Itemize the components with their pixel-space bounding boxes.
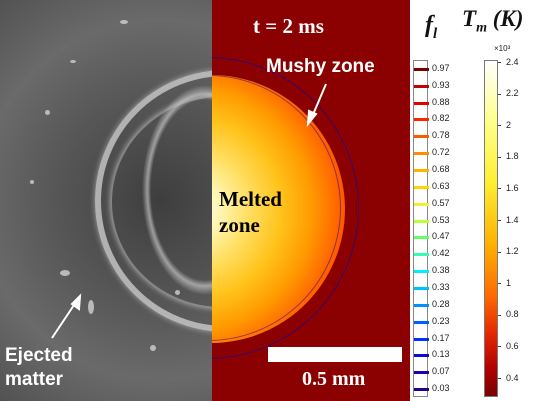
- temperature-tick-label: 1.6: [506, 182, 519, 193]
- liquid-fraction-tick-label: 0.97: [432, 62, 450, 73]
- liquid-fraction-tick-label: 0.38: [432, 265, 450, 276]
- liquid-fraction-color-step: [414, 135, 429, 139]
- liquid-fraction-tick-label: 0.33: [432, 281, 450, 292]
- ejected-matter-label-line1: Ejected: [5, 345, 73, 366]
- temperature-tick-mark: [498, 188, 501, 190]
- liquid-fraction-color-step: [414, 169, 429, 173]
- liquid-fraction-title: fl: [425, 12, 437, 43]
- temperature-tick-mark: [498, 220, 501, 221]
- temperature-title: Tm (K): [462, 6, 523, 37]
- liquid-fraction-color-step: [414, 219, 429, 223]
- liquid-fraction-tick-label: 0.17: [432, 332, 450, 343]
- ejecta-particle: [150, 345, 156, 351]
- liquid-fraction-subscript: l: [433, 25, 438, 42]
- liquid-fraction-color-step: [414, 388, 429, 392]
- melted-zone-label-line1: Melted: [219, 187, 282, 211]
- liquid-fraction-color-step: [414, 270, 429, 274]
- ejecta-particle: [120, 20, 128, 24]
- temperature-tick-label: 2.4: [506, 56, 519, 67]
- liquid-fraction-tick-label: 0.03: [432, 383, 450, 394]
- liquid-fraction-tick-label: 0.93: [432, 79, 450, 90]
- liquid-fraction-color-step: [414, 67, 429, 71]
- temperature-tick-mark: [498, 283, 501, 285]
- liquid-fraction-color-step: [414, 84, 429, 88]
- simulation-panel: [212, 0, 410, 401]
- temperature-tick-mark: [498, 251, 501, 253]
- melted-zone-label: Melted zone: [219, 186, 282, 238]
- liquid-fraction-color-step: [414, 118, 429, 122]
- melted-zone-label-line2: zone: [219, 213, 260, 237]
- temperature-tick-label: 1.8: [506, 151, 519, 162]
- temperature-tick-label: 0.8: [506, 309, 519, 320]
- ejected-matter-label-line2: matter: [5, 369, 64, 390]
- ejecta-particle: [175, 290, 180, 295]
- liquid-fraction-tick-label: 0.53: [432, 214, 450, 225]
- liquid-fraction-color-step: [414, 320, 429, 324]
- liquid-fraction-tick-label: 0.57: [432, 197, 450, 208]
- liquid-fraction-color-step: [414, 202, 429, 206]
- temperature-unit: (K): [492, 6, 524, 31]
- liquid-fraction-color-step: [414, 337, 429, 341]
- ejecta-particle: [45, 110, 50, 115]
- scale-bar: [268, 347, 402, 362]
- liquid-fraction-tick-label: 0.07: [432, 366, 450, 377]
- temperature-tick-mark: [498, 93, 501, 95]
- temperature-tick-label: 0.4: [506, 372, 519, 383]
- temperature-exponent: ×10³: [494, 44, 511, 53]
- temperature-tick-mark: [498, 346, 501, 348]
- temperature-tick-mark: [498, 125, 501, 127]
- liquid-fraction-tick-label: 0.68: [432, 164, 450, 175]
- liquid-fraction-symbol: f: [425, 12, 433, 38]
- liquid-fraction-tick-label: 0.78: [432, 130, 450, 141]
- temperature-tick-label: 1.4: [506, 214, 519, 225]
- temperature-subscript: m: [476, 20, 487, 36]
- liquid-fraction-color-step: [414, 371, 429, 375]
- liquid-fraction-color-step: [414, 354, 429, 358]
- liquid-fraction-color-step: [414, 185, 429, 189]
- time-label: t = 2 ms: [253, 14, 324, 38]
- liquid-fraction-tick-label: 0.28: [432, 298, 450, 309]
- scale-bar-label: 0.5 mm: [302, 368, 366, 390]
- temperature-tick-label: 1.2: [506, 246, 519, 257]
- mushy-zone-label: Mushy zone: [266, 56, 375, 77]
- liquid-fraction-tick-label: 0.47: [432, 231, 450, 242]
- ejecta-particle: [30, 180, 34, 184]
- liquid-fraction-tick-label: 0.72: [432, 147, 450, 158]
- sem-micrograph-panel: [0, 0, 212, 401]
- liquid-fraction-tick-label: 0.88: [432, 96, 450, 107]
- liquid-fraction-color-step: [414, 253, 429, 257]
- temperature-symbol: T: [462, 6, 477, 31]
- liquid-fraction-color-step: [414, 101, 429, 105]
- temperature-colorbar: [484, 60, 498, 397]
- liquid-fraction-tick-label: 0.82: [432, 113, 450, 124]
- ejecta-particle: [70, 60, 76, 63]
- liquid-fraction-colorbar: [413, 60, 429, 397]
- temperature-tick-label: 1: [506, 277, 512, 288]
- liquid-fraction-tick-label: 0.23: [432, 315, 450, 326]
- temperature-tick-mark: [498, 314, 501, 316]
- temperature-tick-label: 2: [506, 119, 512, 130]
- ejecta-particle: [88, 300, 94, 314]
- ejected-matter-label: Ejected matter: [5, 344, 73, 392]
- liquid-fraction-tick-label: 0.63: [432, 180, 450, 191]
- temperature-tick-mark: [498, 62, 501, 63]
- liquid-fraction-color-step: [414, 303, 429, 307]
- liquid-fraction-color-step: [414, 152, 429, 156]
- temperature-tick-label: 2.2: [506, 88, 519, 99]
- temperature-tick-label: 0.6: [506, 340, 519, 351]
- temperature-tick-mark: [498, 156, 501, 158]
- temperature-tick-mark: [498, 378, 501, 379]
- liquid-fraction-tick-label: 0.13: [432, 349, 450, 360]
- ejecta-particle: [60, 270, 70, 276]
- liquid-fraction-tick-label: 0.42: [432, 248, 450, 259]
- liquid-fraction-color-step: [414, 236, 429, 240]
- liquid-fraction-color-step: [414, 286, 429, 290]
